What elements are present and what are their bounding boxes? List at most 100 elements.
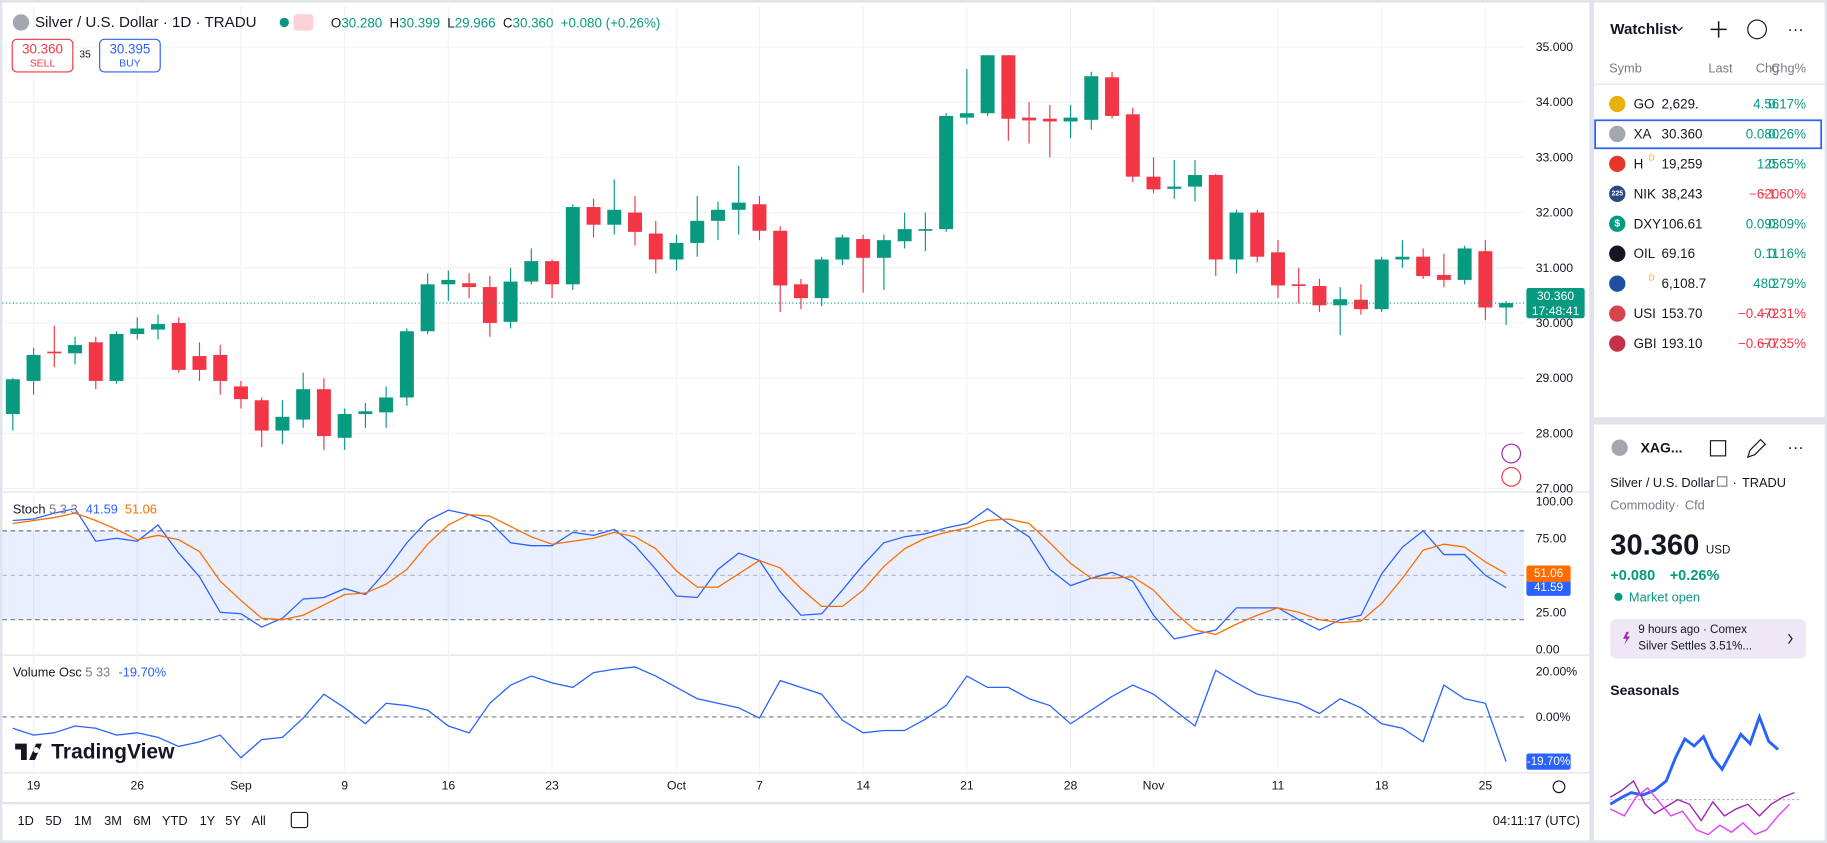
more-icon[interactable]: ··· bbox=[1787, 20, 1803, 38]
candle-body bbox=[856, 239, 871, 258]
row-symbol[interactable]: USI bbox=[1634, 306, 1656, 321]
status-dot bbox=[1614, 592, 1623, 601]
candle-body bbox=[192, 356, 207, 370]
candle-body bbox=[669, 242, 684, 260]
candle-body bbox=[1063, 117, 1078, 122]
edit-icon[interactable] bbox=[1746, 438, 1767, 458]
news-card[interactable] bbox=[1610, 618, 1807, 659]
timeframe[interactable]: 6M bbox=[133, 813, 151, 828]
timeframe[interactable]: 3M bbox=[104, 813, 122, 828]
candle-body bbox=[5, 379, 20, 415]
x-tick-label: 7 bbox=[756, 779, 763, 793]
calendar-icon[interactable] bbox=[290, 811, 309, 829]
row-symbol[interactable]: H bbox=[1634, 156, 1644, 171]
column-header[interactable]: Chg% bbox=[1771, 60, 1806, 75]
timeframe[interactable]: All bbox=[252, 813, 266, 828]
candle-body bbox=[482, 287, 497, 323]
timeframe[interactable]: 5D bbox=[45, 813, 61, 828]
value-box bbox=[1526, 753, 1571, 770]
sell-button[interactable] bbox=[11, 38, 74, 73]
row-symbol[interactable]: OIL bbox=[1634, 246, 1656, 261]
y-tick-label: 75.00 bbox=[1536, 531, 1567, 545]
timeframe[interactable]: YTD bbox=[162, 813, 188, 828]
timeframe[interactable]: 1Y bbox=[200, 813, 216, 828]
ohlc-change: +0.080 (+0.26%) bbox=[561, 15, 661, 30]
column-header[interactable]: Symb bbox=[1609, 60, 1642, 75]
x-tick-label: 28 bbox=[1064, 779, 1078, 793]
row-symbol[interactable]: XA bbox=[1634, 126, 1652, 141]
candle-body bbox=[524, 261, 539, 282]
candle-body bbox=[233, 386, 248, 400]
row-chg-pct: −0.31% bbox=[1760, 306, 1806, 321]
details-separator: · bbox=[1733, 475, 1737, 490]
candle-body bbox=[1499, 303, 1514, 308]
events-icon[interactable] bbox=[1501, 466, 1522, 487]
chart-layer: 27.000 28.000 29.000 30.000 31.000 32.000 33.0… bbox=[2, 6, 1585, 793]
ohlc-value: 29.966 bbox=[455, 15, 496, 30]
alert-icon[interactable] bbox=[1501, 443, 1522, 464]
candle-body bbox=[959, 113, 974, 118]
timeframe[interactable]: 1D bbox=[17, 813, 33, 828]
row-chg-pct: −1.60% bbox=[1760, 186, 1806, 201]
row-chg-pct: 0.79% bbox=[1768, 276, 1806, 291]
news-time: 9 hours ago · Comex bbox=[1638, 623, 1747, 636]
candle-body bbox=[1374, 259, 1389, 310]
y-tick-label: 25.00 bbox=[1536, 605, 1567, 619]
candle-body bbox=[1208, 175, 1223, 260]
buy-button[interactable] bbox=[99, 38, 161, 73]
x-tick-label: 25 bbox=[1479, 779, 1493, 793]
value-box-label: 41.59 bbox=[1534, 581, 1563, 594]
timeframe[interactable]: 5Y bbox=[225, 813, 241, 828]
row-symbol[interactable]: DXY bbox=[1634, 216, 1662, 231]
candle-body bbox=[296, 389, 311, 420]
candle-body bbox=[47, 351, 62, 354]
layout-icon[interactable] bbox=[1709, 440, 1727, 457]
y-tick-label: 0.00 bbox=[1536, 642, 1560, 656]
bottom-toolbar bbox=[2, 804, 1590, 841]
details-separator: · bbox=[1676, 497, 1680, 512]
more-icon[interactable]: ··· bbox=[1787, 439, 1803, 457]
timeframe[interactable]: 1M bbox=[74, 813, 92, 828]
d-value: 51.06 bbox=[125, 501, 157, 516]
candle-body bbox=[1188, 175, 1202, 187]
last-price-label: 30.360 bbox=[1537, 289, 1575, 303]
row-symbol[interactable]: GO bbox=[1634, 96, 1655, 111]
column-header[interactable]: Chg bbox=[1756, 60, 1779, 75]
chart-icon[interactable] bbox=[1747, 19, 1767, 40]
row-symbol[interactable]: GBI bbox=[1634, 336, 1657, 351]
watchlist-title[interactable]: Watchlist bbox=[1610, 21, 1677, 38]
news-icon bbox=[1623, 631, 1631, 645]
candle-body bbox=[68, 345, 83, 354]
x-tick-label: Nov bbox=[1143, 779, 1166, 793]
indicator-line bbox=[12, 666, 1507, 762]
candle-body bbox=[710, 209, 725, 221]
candle-body bbox=[1146, 176, 1161, 190]
indicator-title: Stoch bbox=[13, 501, 46, 516]
add-icon[interactable] bbox=[1710, 21, 1727, 38]
candle-body bbox=[462, 283, 477, 288]
row-icon bbox=[1609, 185, 1626, 202]
status-badge bbox=[293, 14, 314, 31]
last-price-box bbox=[1526, 287, 1585, 319]
y-tick-label: 34.000 bbox=[1536, 95, 1574, 109]
row-icon-label: $ bbox=[1614, 218, 1620, 229]
external-icon[interactable] bbox=[1716, 476, 1728, 487]
x-tick-label: 19 bbox=[27, 779, 41, 793]
brand-logo bbox=[15, 743, 42, 760]
candle-body bbox=[213, 354, 228, 381]
details-subkind: Cfd bbox=[1685, 497, 1705, 512]
x-tick-label: 23 bbox=[545, 779, 559, 793]
column-header[interactable]: Last bbox=[1708, 60, 1733, 75]
x-tick-label: Oct bbox=[667, 779, 687, 793]
row-chg: 125 bbox=[1757, 156, 1779, 171]
osc-value: -19.70% bbox=[119, 664, 167, 679]
row-symbol[interactable]: NIK bbox=[1634, 186, 1656, 201]
x-tick-label: Sep bbox=[230, 779, 252, 793]
candle-body bbox=[835, 237, 850, 260]
row-last: 69.16 bbox=[1662, 246, 1695, 261]
settings-icon[interactable] bbox=[1552, 780, 1566, 794]
candle-body bbox=[980, 55, 995, 114]
seasonal-line bbox=[1609, 779, 1795, 822]
ohlc-value: 30.360 bbox=[513, 15, 554, 30]
row-chg: 48.2 bbox=[1753, 276, 1779, 291]
